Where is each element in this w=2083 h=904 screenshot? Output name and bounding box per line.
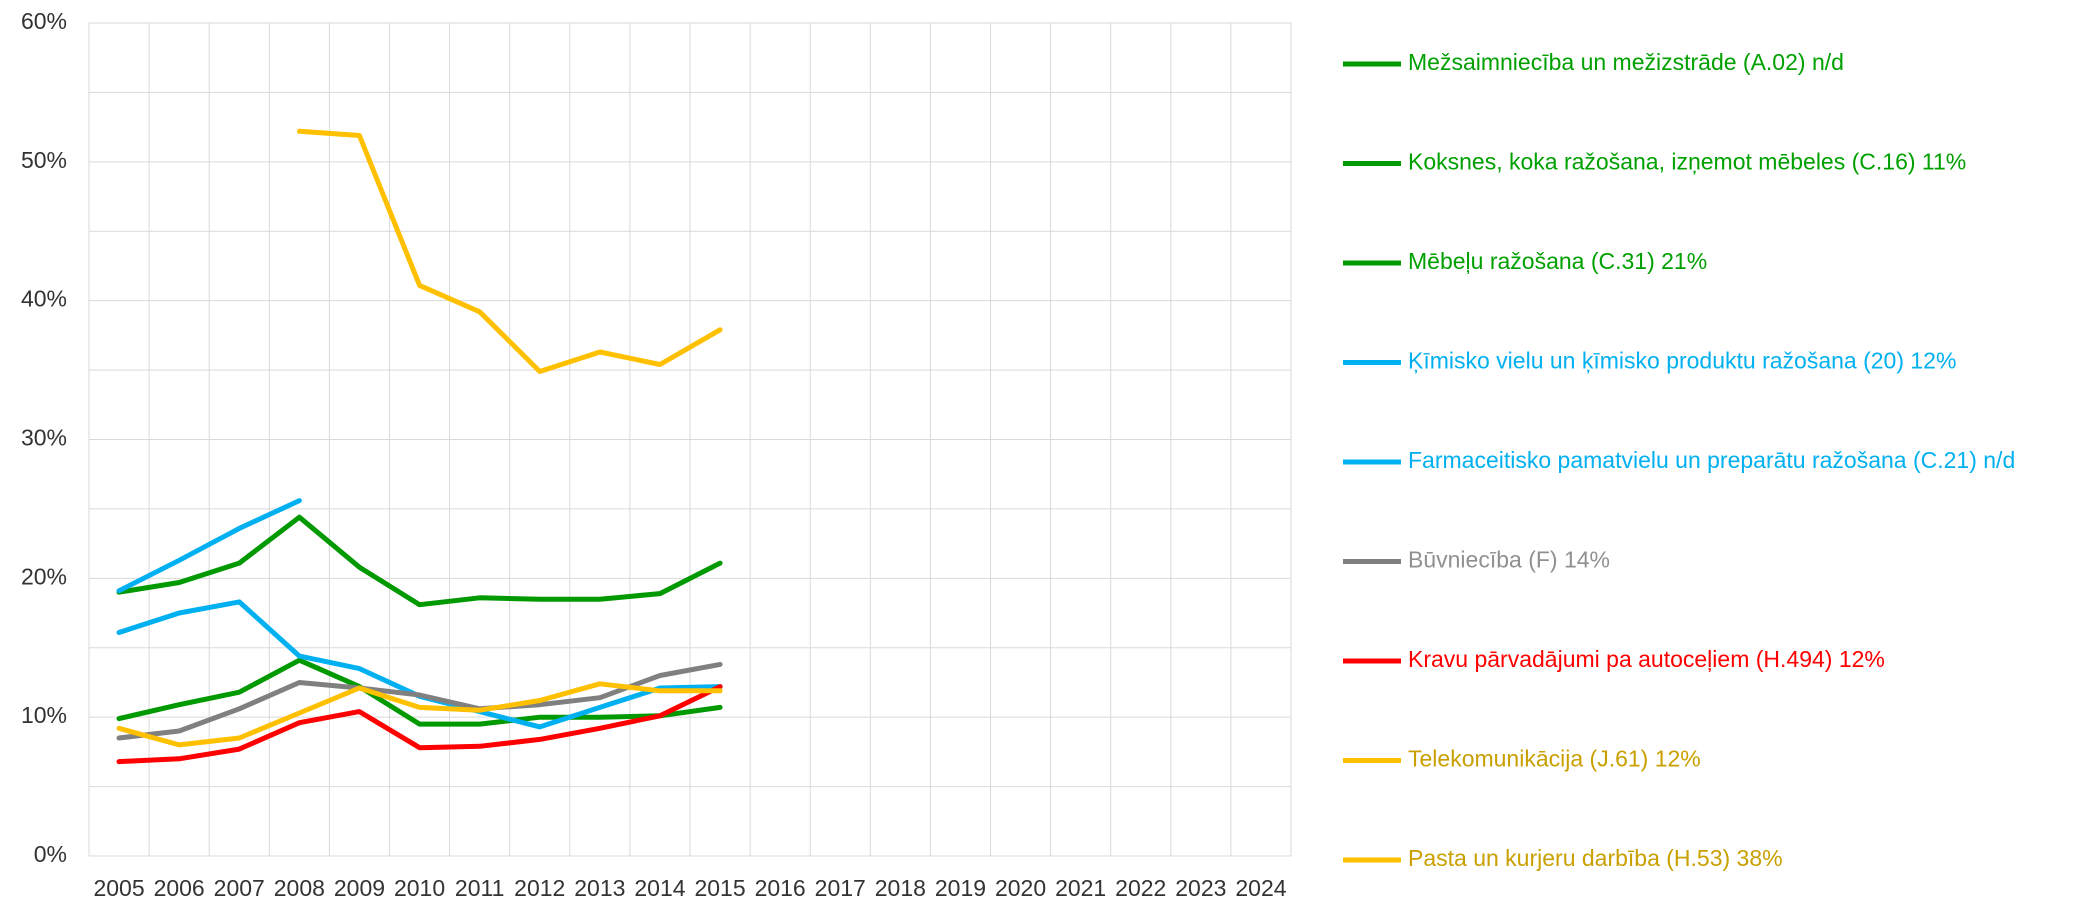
- legend-label: Kravu pārvadājumi pa autoceļiem (H.494) …: [1408, 646, 1885, 672]
- series-line: [116, 514, 723, 608]
- x-tick-label: 2019: [935, 875, 986, 901]
- x-tick-label: 2017: [815, 875, 866, 901]
- series-line: [116, 684, 723, 765]
- legend-label: Koksnes, koka ražošana, izņemot mēbeles …: [1408, 149, 1966, 175]
- x-tick-label: 2008: [274, 875, 325, 901]
- y-tick-label: 50%: [21, 147, 67, 173]
- x-tick-label: 2013: [574, 875, 625, 901]
- x-tick-label: 2021: [1055, 875, 1106, 901]
- y-tick-label: 40%: [21, 286, 67, 312]
- legend-label: Mežsaimniecība un mežizstrāde (A.02) n/d: [1408, 49, 1844, 75]
- x-tick-label: 2015: [694, 875, 745, 901]
- legend-label: Farmaceitisko pamatvielu un preparātu ra…: [1408, 447, 2015, 473]
- x-tick-label: 2005: [93, 875, 144, 901]
- x-tick-label: 2012: [514, 875, 565, 901]
- x-tick-label: 2023: [1175, 875, 1226, 901]
- x-tick-label: 2010: [394, 875, 445, 901]
- series-line: [116, 681, 723, 748]
- x-tick-label: 2014: [634, 875, 685, 901]
- legend-label: Mēbeļu ražošana (C.31) 21%: [1408, 248, 1707, 274]
- series-line: [116, 657, 723, 727]
- series-line: [116, 661, 723, 741]
- x-tick-label: 2011: [455, 875, 504, 901]
- legend-label: Ķīmisko vielu un ķīmisko produktu ražoša…: [1408, 348, 1956, 374]
- legend-label: Pasta un kurjeru darbība (H.53) 38%: [1408, 845, 1783, 871]
- legend-label: Būvniecība (F) 14%: [1408, 547, 1610, 573]
- x-tick-label: 2022: [1115, 875, 1166, 901]
- x-tick-label: 2006: [154, 875, 205, 901]
- y-tick-label: 10%: [21, 702, 67, 728]
- legend-label: Telekomunikācija (J.61) 12%: [1408, 746, 1701, 772]
- series-line: [116, 498, 302, 594]
- y-tick-label: 0%: [34, 841, 67, 867]
- x-tick-label: 2024: [1235, 875, 1286, 901]
- series-line: [296, 128, 723, 374]
- x-tick-label: 2007: [214, 875, 265, 901]
- x-tick-label: 2018: [875, 875, 926, 901]
- x-tick-label: 2016: [755, 875, 806, 901]
- y-tick-label: 30%: [21, 425, 67, 451]
- x-tick-label: 2009: [334, 875, 385, 901]
- y-tick-label: 20%: [21, 563, 67, 589]
- x-tick-label: 2020: [995, 875, 1046, 901]
- y-tick-label: 60%: [21, 8, 67, 34]
